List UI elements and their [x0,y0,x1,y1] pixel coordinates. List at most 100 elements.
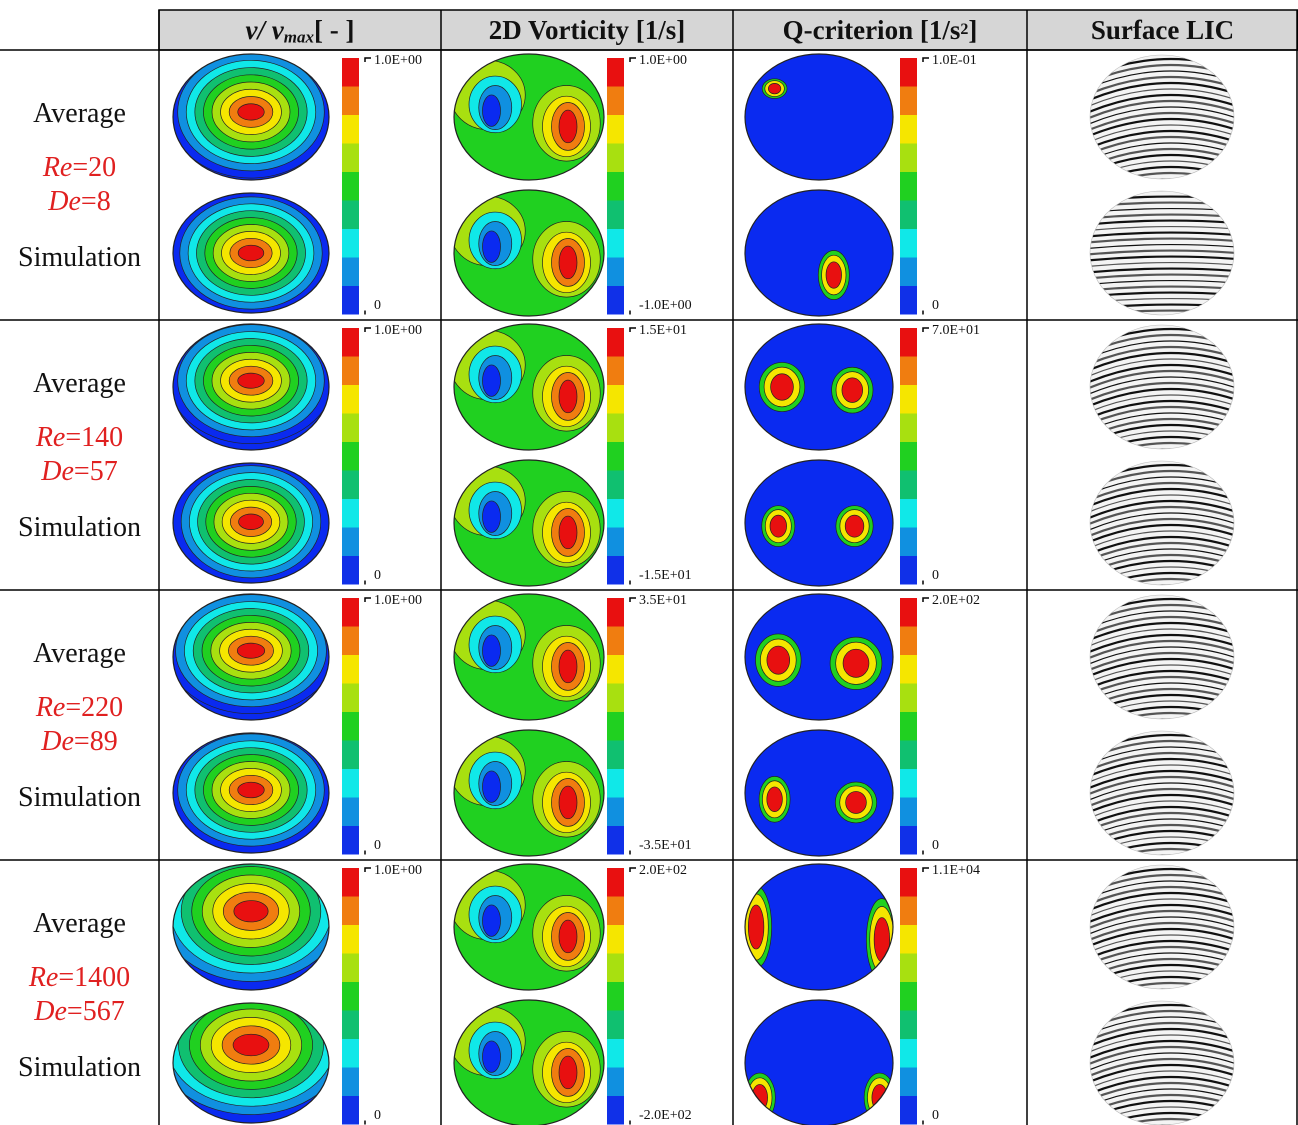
row-label-simulation: Simulation [2,1052,157,1084]
colorbar-segment [342,414,359,443]
header-vorticity: 2D Vorticity [1/s] [441,10,733,50]
plots-layer [146,46,1242,1125]
surface-lic-simulation-image-1 [1082,191,1242,321]
colorbar-segment [900,1068,917,1097]
colorbar-segment [607,414,624,443]
colorbar-segment [900,1011,917,1040]
colorbar-segment [342,499,359,528]
colorbar-segment [900,982,917,1011]
colorbar-segment [900,528,917,557]
row-label-reynolds: Re=140 [2,422,157,454]
colorbar-segment [900,229,917,258]
row-label-dean: De=57 [2,456,157,488]
row-label-dean: De=89 [2,726,157,758]
colorbar-segment [342,528,359,557]
velocity-colorbar-max-4: 1.0E+00 [374,863,422,879]
colorbar-segment [607,229,624,258]
colorbar-segment [900,258,917,287]
vorticity-simulation-plot-3 [450,730,604,856]
vorticity-colorbar-max-4: 2.0E+02 [639,863,687,879]
colorbar-segment [900,798,917,827]
header-surface-lic: Surface LIC [1027,10,1298,50]
colorbar-segment [607,201,624,230]
q-criterion-simulation-plot-1 [745,190,893,316]
row-label-simulation: Simulation [2,782,157,814]
colorbar-segment [900,655,917,684]
header-velocity: v/ v max [ - ] [159,10,441,50]
colorbar-segment [342,328,359,357]
colorbar-segment [342,954,359,983]
colorbar-segment [342,229,359,258]
colorbar-segment [900,627,917,656]
colorbar-segment [900,1039,917,1068]
vorticity-colorbar-max-2: 1.5E+01 [639,323,687,339]
velocity-average-plot-1 [169,46,333,180]
q-criterion-average-plot-4 [741,864,898,990]
vorticity-average-plot-1 [450,54,604,180]
colorbar-segment [342,1011,359,1040]
colorbar-segment [607,1096,624,1125]
colorbar-segment [607,769,624,798]
velocity-average-plot-3 [167,588,335,720]
q-criterion-simulation-plot-3 [745,730,893,856]
row-label-average: Average [2,368,157,400]
colorbar-segment [607,897,624,926]
colorbar-segment [607,684,624,713]
colorbar-segment [900,598,917,627]
colorbar-segment [900,357,917,386]
vorticity-colorbar-min-1: -1.0E+00 [639,298,692,314]
q-criterion-simulation-plot-2 [745,460,893,586]
colorbar-segment [342,357,359,386]
colorbar-segment [900,286,917,315]
colorbar-segment [607,328,624,357]
row-label-reynolds: Re=220 [2,692,157,724]
colorbar-segment [900,172,917,201]
colorbar-segment [900,556,917,585]
header-q-criterion: Q-criterion [1/s 2] [733,10,1027,50]
velocity-average-plot-2 [169,318,333,450]
q-criterion-colorbar-min-2: 0 [932,568,939,584]
colorbar-segment [342,655,359,684]
colorbar-segment [342,201,359,230]
row-label-average: Average [2,908,157,940]
velocity-colorbar-min-3: 0 [374,838,381,854]
colorbar-segment [900,868,917,897]
surface-lic-average-image-1 [1082,53,1242,199]
q-criterion-simulation-plot-4 [744,1000,895,1125]
vorticity-colorbar-min-2: -1.5E+01 [639,568,692,584]
colorbar-segment [900,499,917,528]
colorbar-segment [900,201,917,230]
colorbar-segment [900,712,917,741]
colorbar-segment [607,471,624,500]
surface-lic-simulation-image-2 [1082,459,1242,605]
colorbar-segment [900,471,917,500]
colorbar-segment [607,1039,624,1068]
colorbar-segment [607,1068,624,1097]
q-criterion-colorbar-max-4: 1.1E+04 [932,863,980,879]
colorbar-segment [342,982,359,1011]
colorbar-segment [342,868,359,897]
velocity-colorbar-min-4: 0 [374,1108,381,1124]
vorticity-simulation-plot-2 [450,460,604,586]
vorticity-average-plot-2 [450,324,604,450]
colorbar-segment [607,627,624,656]
colorbar-segment [607,655,624,684]
surface-lic-simulation-image-4 [1082,999,1242,1125]
row-label-simulation: Simulation [2,242,157,274]
colorbar-segment [900,925,917,954]
surface-lic-simulation-image-3 [1082,729,1242,875]
colorbar-segment [607,58,624,87]
q-criterion-colorbar-max-2: 7.0E+01 [932,323,980,339]
colorbar-segment [342,258,359,287]
q-criterion-average-plot-1 [745,54,893,180]
colorbar-segment [342,58,359,87]
colorbar-segment [342,598,359,627]
colorbar-segment [342,556,359,585]
vorticity-colorbar-max-3: 3.5E+01 [639,593,687,609]
colorbar-segment [342,144,359,173]
q-criterion-colorbar-min-1: 0 [932,298,939,314]
colorbar-segment [342,712,359,741]
colorbar-segment [342,897,359,926]
